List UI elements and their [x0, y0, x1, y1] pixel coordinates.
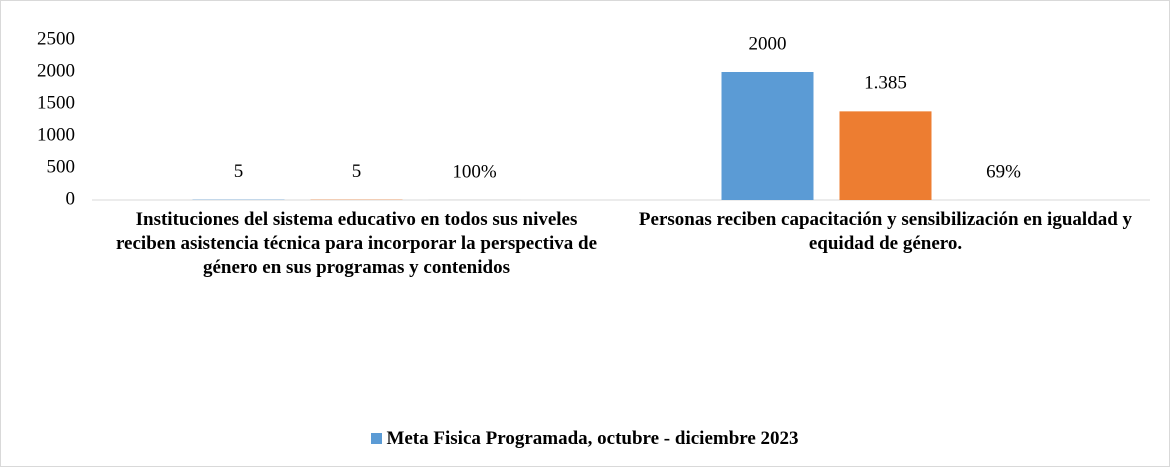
y-tick-label: 2000 — [37, 60, 75, 81]
legend: Meta Fisica Programada, octubre - diciem… — [0, 428, 1170, 450]
bar — [839, 111, 932, 200]
data-label: 5 — [234, 161, 244, 182]
legend-swatch — [371, 433, 383, 444]
y-tick-label: 2500 — [37, 28, 75, 49]
y-tick-label: 500 — [47, 156, 76, 177]
data-label: 69% — [986, 161, 1021, 182]
data-label: 1.385 — [864, 73, 907, 94]
legend-label: Meta Fisica Programada, octubre - diciem… — [386, 428, 799, 449]
y-tick-label: 0 — [66, 188, 76, 209]
data-label: 2000 — [749, 33, 787, 54]
x-tick-label: Personas reciben capacitación y sensibil… — [638, 209, 1133, 254]
data-label: 5 — [352, 161, 362, 182]
data-label: 100% — [452, 161, 497, 182]
y-tick-label: 1000 — [37, 124, 75, 145]
y-tick-label: 1500 — [37, 92, 75, 113]
x-tick-label: Instituciones del sistema educativo en t… — [115, 209, 598, 278]
bar — [721, 72, 814, 200]
